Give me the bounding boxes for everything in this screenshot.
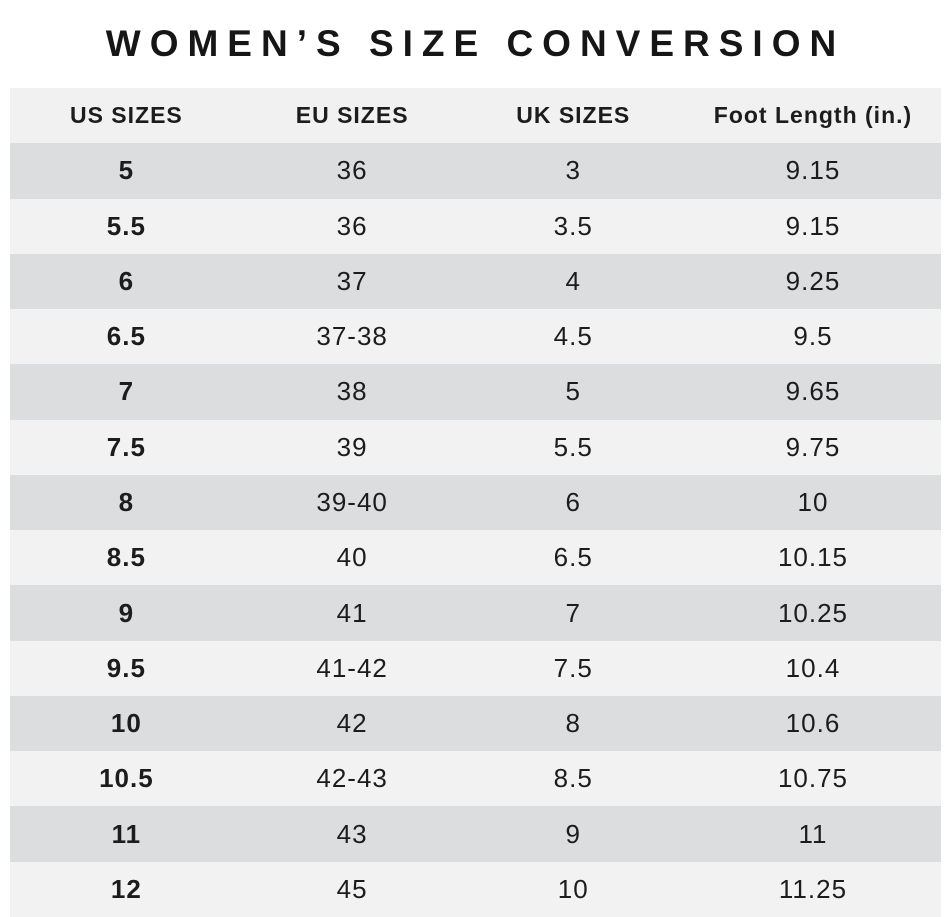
table-cell: 37-38 (316, 321, 388, 352)
table-cell: 9.5 (793, 321, 833, 352)
table-cell: 41 (336, 597, 368, 628)
page-title: WOMEN’S SIZE CONVERSION (105, 23, 846, 64)
table-cell: 9.5 (106, 652, 146, 683)
table-cell: 40 (336, 542, 368, 573)
table-cell: 12 (110, 873, 142, 904)
table-cell: 9.65 (785, 376, 841, 407)
table-cell: 7 (565, 597, 581, 628)
table-cell: 3.5 (553, 210, 593, 241)
table-cell: 7.5 (106, 431, 146, 462)
table-body: 5 36 3 9.15 5.5 36 3.5 9.15 6 37 4 9.25 6.5 37-38 4.5 9… (10, 143, 941, 917)
table-cell: 10.4 (785, 652, 841, 683)
table-cell: 10.75 (777, 763, 849, 794)
size-conversion-table: US SIZES EU SIZES UK SIZES Foot Length (… (10, 88, 941, 917)
column-header-uk-sizes: UK SIZES (516, 102, 631, 129)
table-cell: 36 (336, 210, 368, 241)
table-cell: 9.15 (785, 155, 841, 186)
table-cell: 36 (336, 155, 368, 186)
table-cell: 39 (336, 431, 368, 462)
table-cell: 5 (565, 376, 581, 407)
table-row: 11 43 9 11 (10, 806, 941, 862)
table-cell: 10 (557, 873, 589, 904)
table-row: 5 36 3 9.15 (10, 143, 941, 199)
table-cell: 9 (118, 597, 135, 628)
column-header-foot-length: Foot Length (in.) (713, 102, 913, 129)
table-row: 10 42 8 10.6 (10, 695, 941, 752)
table-cell: 10.15 (777, 542, 849, 573)
table-row: 9.5 41-42 7.5 10.4 (10, 640, 941, 696)
table-cell: 6.5 (106, 321, 146, 352)
table-cell: 9.25 (785, 265, 841, 296)
table-row: 6 37 4 9.25 (10, 253, 941, 310)
table-row: 10.5 42-43 8.5 10.75 (10, 751, 941, 807)
table-cell: 8.5 (106, 542, 146, 573)
table-cell: 4 (565, 265, 581, 296)
column-header-us-sizes: US SIZES (69, 102, 183, 129)
table-cell: 5 (118, 155, 135, 186)
table-cell: 4.5 (553, 321, 593, 352)
table-cell: 45 (336, 873, 368, 904)
table-cell: 38 (336, 376, 368, 407)
table-cell: 6 (565, 486, 581, 517)
column-header-eu-sizes: EU SIZES (295, 102, 409, 129)
table-cell: 9.75 (785, 431, 841, 462)
table-cell: 9 (565, 818, 581, 849)
table-cell: 10.6 (785, 708, 841, 739)
table-row: 12 45 10 11.25 (10, 861, 941, 917)
table-row: 6.5 37-38 4.5 9.5 (10, 309, 941, 365)
table-row: 8 39-40 6 10 (10, 474, 941, 531)
table-row: 8.5 40 6.5 10.15 (10, 530, 941, 586)
table-cell: 42-43 (316, 763, 388, 794)
table-cell: 41-42 (316, 652, 388, 683)
table-cell: 11 (111, 818, 142, 849)
table-cell: 10.5 (99, 763, 154, 794)
table-cell: 5.5 (106, 210, 146, 241)
table-cell: 37 (336, 265, 368, 296)
table-row: 7.5 39 5.5 9.75 (10, 419, 941, 475)
table-cell: 6.5 (553, 542, 593, 573)
table-cell: 7.5 (553, 652, 593, 683)
table-cell: 10 (110, 708, 142, 739)
table-cell: 11 (798, 818, 828, 849)
table-row: 5.5 36 3.5 9.15 (10, 198, 941, 254)
table-cell: 8 (118, 486, 135, 517)
table-row: 7 38 5 9.65 (10, 364, 941, 420)
table-cell: 8.5 (553, 763, 593, 794)
table-cell: 11.25 (778, 873, 848, 904)
table-cell: 6 (118, 265, 135, 296)
table-cell: 8 (565, 708, 581, 739)
table-cell: 43 (336, 818, 368, 849)
table-cell: 5.5 (553, 431, 593, 462)
table-cell: 9.15 (785, 210, 841, 241)
table-cell: 7 (118, 376, 135, 407)
table-cell: 10.25 (777, 597, 849, 628)
table-cell: 42 (336, 708, 368, 739)
table-row: 9 41 7 10.25 (10, 585, 941, 641)
table-cell: 10 (797, 486, 829, 517)
table-header-row: US SIZES EU SIZES UK SIZES Foot Length (… (10, 88, 941, 144)
table-cell: 39-40 (316, 486, 388, 517)
table-cell: 3 (565, 155, 581, 186)
